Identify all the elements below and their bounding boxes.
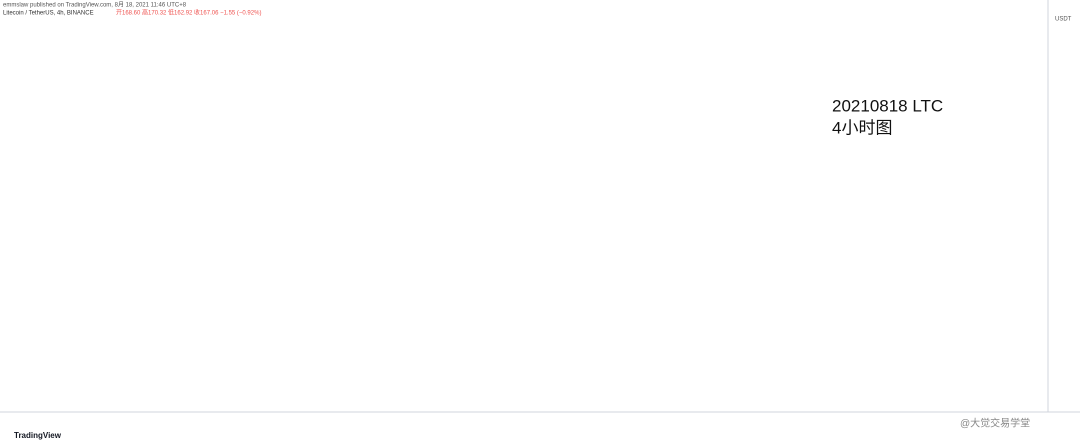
- footer-logo: TradingView: [14, 431, 62, 440]
- credit: @大觉交易学堂: [960, 417, 1030, 430]
- currency: USDT: [1055, 17, 1072, 23]
- ohlc: 开168.60 高170.32 低162.92 收167.06 −1.55 (−…: [116, 9, 261, 17]
- symbol-line: Litecoin / TetherUS, 4h, BINANCE: [3, 11, 94, 17]
- header: emmslaw published on TradingView.com, 8月…: [3, 2, 187, 9]
- annotation: 20210818 LTC: [832, 96, 943, 115]
- annotation: 4小时图: [832, 118, 892, 137]
